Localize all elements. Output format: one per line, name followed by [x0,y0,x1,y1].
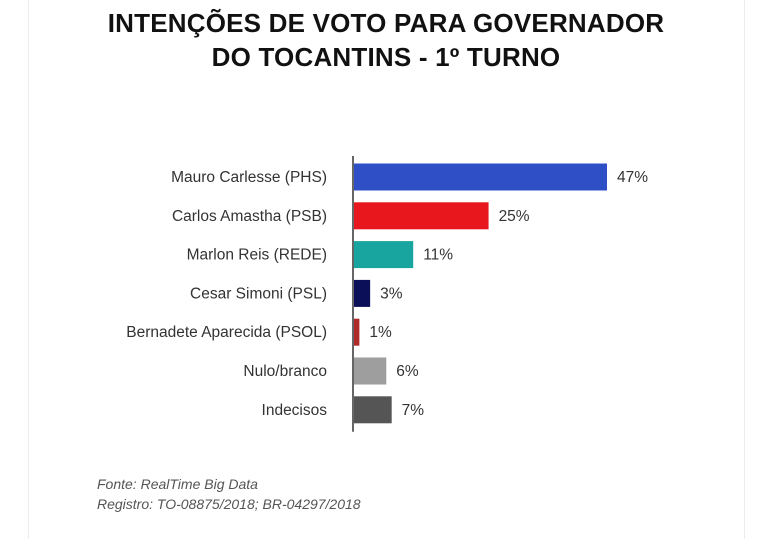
value-label-marlon-reis-rede: 11% [423,247,453,264]
value-label-cesar-simoni-psl: 3% [380,285,403,302]
category-label-carlos-amastha-psb: Carlos Amastha (PSB) [172,208,327,225]
bar-marlon-reis-rede [354,241,414,269]
bar-carlos-amastha-psb [354,202,489,230]
bar-mauro-carlesse-phs [354,163,607,191]
bar-cesar-simoni-psl [354,279,371,307]
category-label-cesar-simoni-psl: Cesar Simoni (PSL) [190,285,327,302]
chart-title-line-1: INTENÇÕES DE VOTO PARA GOVERNADOR [107,8,665,38]
page-edge-right [744,0,745,539]
value-label-nulo-branco: 6% [396,363,419,380]
value-label-indecisos: 7% [402,402,425,419]
chart-footer: Fonte: RealTime Big Data Registro: TO-08… [97,474,361,514]
registry-note: Registro: TO-08875/2018; BR-04297/2018 [97,496,361,512]
bar-nulo-branco [354,357,387,385]
value-label-carlos-amastha-psb: 25% [499,208,530,225]
category-label-indecisos: Indecisos [262,402,328,419]
value-label-mauro-carlesse-phs: 47% [617,169,648,186]
chart-title: INTENÇÕES DE VOTO PARA GOVERNADOR DO TOC… [0,6,760,74]
page-edge-left [28,0,29,539]
bar-bernadete-aparecida-psol [354,318,360,346]
category-label-marlon-reis-rede: Marlon Reis (REDE) [187,247,327,264]
value-label-bernadete-aparecida-psol: 1% [369,324,392,341]
chart-title-line-2: DO TOCANTINS - 1º TURNO [211,42,561,72]
bar-indecisos [354,396,392,424]
category-label-bernadete-aparecida-psol: Bernadete Aparecida (PSOL) [126,324,327,341]
source-note: Fonte: RealTime Big Data [97,476,258,492]
category-label-mauro-carlesse-phs: Mauro Carlesse (PHS) [171,169,327,186]
category-label-nulo-branco: Nulo/branco [243,363,327,380]
